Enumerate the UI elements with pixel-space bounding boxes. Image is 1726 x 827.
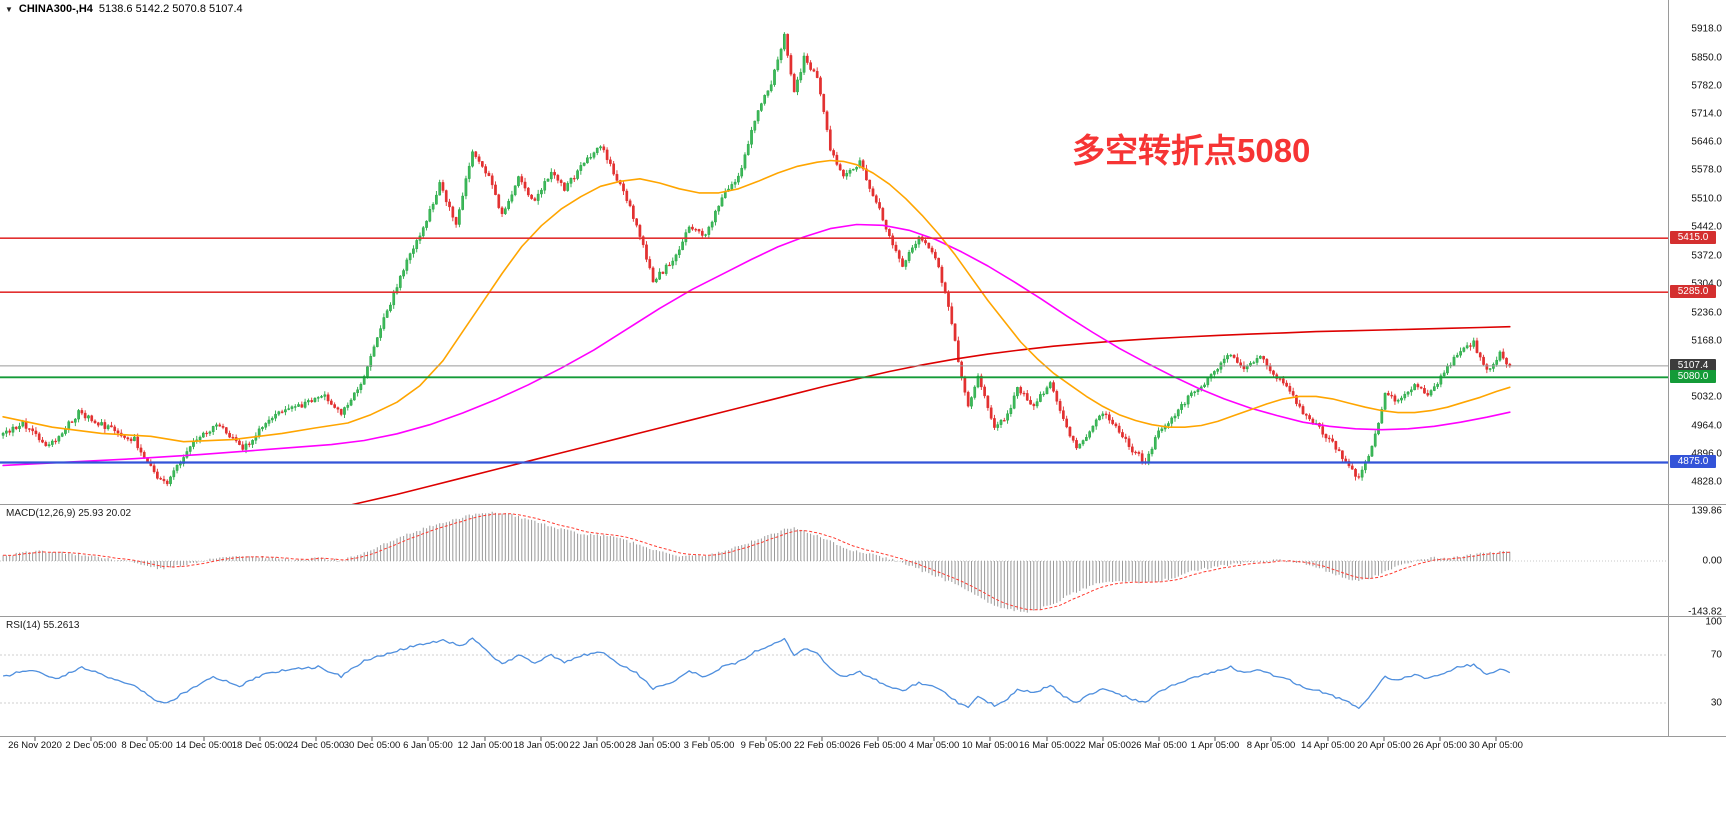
time-axis-label: 8 Dec 05:00 (121, 740, 173, 751)
macd-axis-label: -143.82 (1688, 606, 1722, 618)
time-axis-label: 4 Mar 05:00 (908, 740, 960, 751)
time-axis-label: 14 Apr 05:00 (1301, 740, 1355, 751)
time-axis-label: 10 Mar 05:00 (962, 740, 1018, 751)
price-axis-label: 5714.0 (1691, 108, 1722, 120)
ma-fast-line (2, 159, 1511, 443)
price-axis-label: 5782.0 (1691, 80, 1722, 92)
chart-menu-icon: ▼ (5, 4, 13, 14)
time-axis-label: 18 Dec 05:00 (231, 740, 289, 751)
rsi-axis-label: 100 (1705, 616, 1722, 628)
macd-pane (0, 511, 1668, 613)
chart-title-overlay: ▼ CHINA300-,H4 5138.6 5142.2 5070.8 5107… (5, 3, 243, 15)
time-axis-label: 9 Feb 05:00 (740, 740, 792, 751)
ohlc-readout: 5138.6 5142.2 5070.8 5107.4 (98, 3, 243, 15)
price-level-badge: 5080.0 (1670, 370, 1716, 383)
macd-histogram (2, 511, 1511, 613)
time-axis-label: 16 Mar 05:00 (1019, 740, 1075, 751)
price-level-badge: 5107.4 (1670, 359, 1716, 372)
time-axis-label: 3 Feb 05:00 (683, 740, 735, 751)
time-axis[interactable]: 26 Nov 2020 2 Dec 05:00 8 Dec 05:00 14 Dec … (0, 737, 1726, 757)
price-level-badge: 5415.0 (1670, 231, 1716, 244)
time-axis-label: 18 Jan 05:00 (513, 740, 569, 751)
price-axis-label: 5372.0 (1691, 250, 1722, 262)
ma-mid-line (2, 223, 1511, 467)
time-axis-label: 8 Apr 05:00 (1246, 740, 1296, 751)
time-axis-label: 1 Apr 05:00 (1190, 740, 1240, 751)
price-axis-label: 5442.0 (1691, 221, 1722, 233)
price-axis-label: 4964.0 (1691, 420, 1722, 432)
rsi-axis-label: 70 (1710, 649, 1722, 661)
time-axis-label: 14 Dec 05:00 (175, 740, 233, 751)
macd-axis-label: 0.00 (1702, 555, 1722, 567)
price-axis-label: 4828.0 (1691, 476, 1722, 488)
time-axis-label: 22 Jan 05:00 (569, 740, 625, 751)
time-axis-label: 26 Mar 05:00 (1131, 740, 1187, 751)
time-axis-label: 22 Mar 05:00 (1075, 740, 1131, 751)
price-axis-label: 5304.0 (1691, 278, 1722, 290)
time-axis-label: 26 Nov 2020 (8, 740, 62, 751)
price-axis-label: 5510.0 (1691, 193, 1722, 205)
price-axis-label: 5578.0 (1691, 164, 1722, 176)
rsi-line (2, 637, 1511, 710)
time-axis-label: 6 Jan 05:00 (403, 740, 453, 751)
time-axis-label: 26 Feb 05:00 (850, 740, 906, 751)
price-level-badge: 4875.0 (1670, 455, 1716, 468)
rsi-axis-label: 30 (1710, 697, 1722, 709)
price-axis-label: 5032.0 (1691, 391, 1722, 403)
symbol-period-label: CHINA300-,H4 (18, 3, 93, 15)
down-candle-bodies (8, 33, 1512, 485)
ma-slow-line (351, 325, 1511, 504)
time-axis-label: 26 Apr 05:00 (1413, 740, 1467, 751)
price-axis-label: 5236.0 (1691, 307, 1722, 319)
price-axis[interactable]: 5918.0 5850.0 5782.0 5714.0 5646.0 5578.0 5510… (1669, 0, 1726, 737)
time-axis-label: 30 Apr 05:00 (1469, 740, 1523, 751)
time-axis-label: 30 Dec 05:00 (343, 740, 401, 751)
price-level-badge: 5285.0 (1670, 285, 1716, 298)
time-axis-label: 24 Dec 05:00 (287, 740, 345, 751)
macd-axis-label: 139.86 (1691, 505, 1722, 517)
price-axis-label: 4896.0 (1691, 448, 1722, 460)
time-axis-label: 28 Jan 05:00 (625, 740, 681, 751)
rsi-indicator-label: RSI(14) 55.2613 (6, 620, 80, 631)
time-axis-label: 20 Apr 05:00 (1357, 740, 1411, 751)
up-candle-bodies (1, 33, 1502, 485)
macd-indicator-label: MACD(12,26,9) 25.93 20.02 (6, 508, 132, 519)
price-axis-label: 5850.0 (1691, 52, 1722, 64)
time-axis-label: 2 Dec 05:00 (65, 740, 117, 751)
price-axis-label: 5918.0 (1691, 23, 1722, 35)
time-axis-label: 22 Feb 05:00 (794, 740, 850, 751)
time-axis-label: 12 Jan 05:00 (457, 740, 513, 751)
price-pane (1, 32, 1512, 504)
price-axis-label: 5646.0 (1691, 136, 1722, 148)
price-axis-label: 5168.0 (1691, 335, 1722, 347)
rsi-pane (0, 637, 1668, 710)
chart-annotation-text[interactable]: 多空转折点5080 (1072, 132, 1311, 169)
macd-signal-line (3, 513, 1510, 611)
